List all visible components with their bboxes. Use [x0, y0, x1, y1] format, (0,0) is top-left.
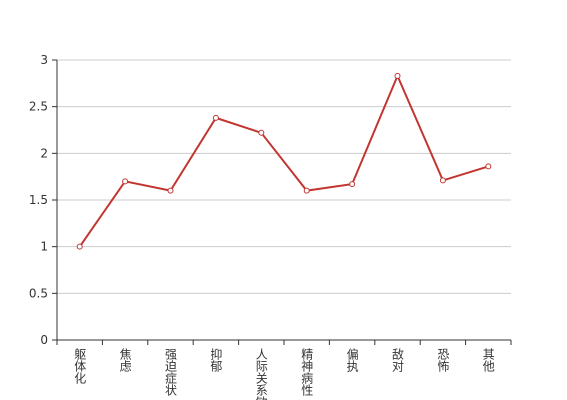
- point: [212, 114, 219, 121]
- x-tick-label: 躯体化: [73, 347, 87, 385]
- x-tick-label: 敌对: [391, 347, 405, 372]
- x-tick-label: 抑郁: [209, 347, 223, 373]
- point: [76, 243, 83, 250]
- y-tick-label: 2: [40, 146, 48, 160]
- point: [122, 178, 129, 185]
- y-tick-label: 1.5: [29, 193, 48, 207]
- point: [349, 181, 356, 188]
- x-tick-label: 强迫症状: [164, 348, 178, 396]
- point: [439, 177, 446, 184]
- point: [167, 187, 174, 194]
- y-tick-label: 3: [40, 53, 48, 67]
- point: [258, 129, 265, 136]
- y-tick-label: 1: [40, 240, 48, 254]
- point: [303, 187, 310, 194]
- point: [394, 72, 401, 79]
- x-tick-label: 其他: [481, 348, 495, 372]
- y-tick-label: 0: [40, 333, 48, 347]
- y-tick-label: 2.5: [29, 100, 48, 114]
- x-tick-label: 偏执: [345, 347, 359, 373]
- line: [78, 73, 489, 248]
- x-tick-label: 焦虑: [118, 348, 132, 372]
- x-tick-label: 人际关系敏感: [254, 348, 268, 400]
- x-tick-label: 恐怖: [436, 348, 450, 372]
- point: [485, 163, 492, 170]
- y-tick-label: 0.5: [29, 286, 48, 300]
- x-tick-label: 精神病性: [300, 348, 314, 397]
